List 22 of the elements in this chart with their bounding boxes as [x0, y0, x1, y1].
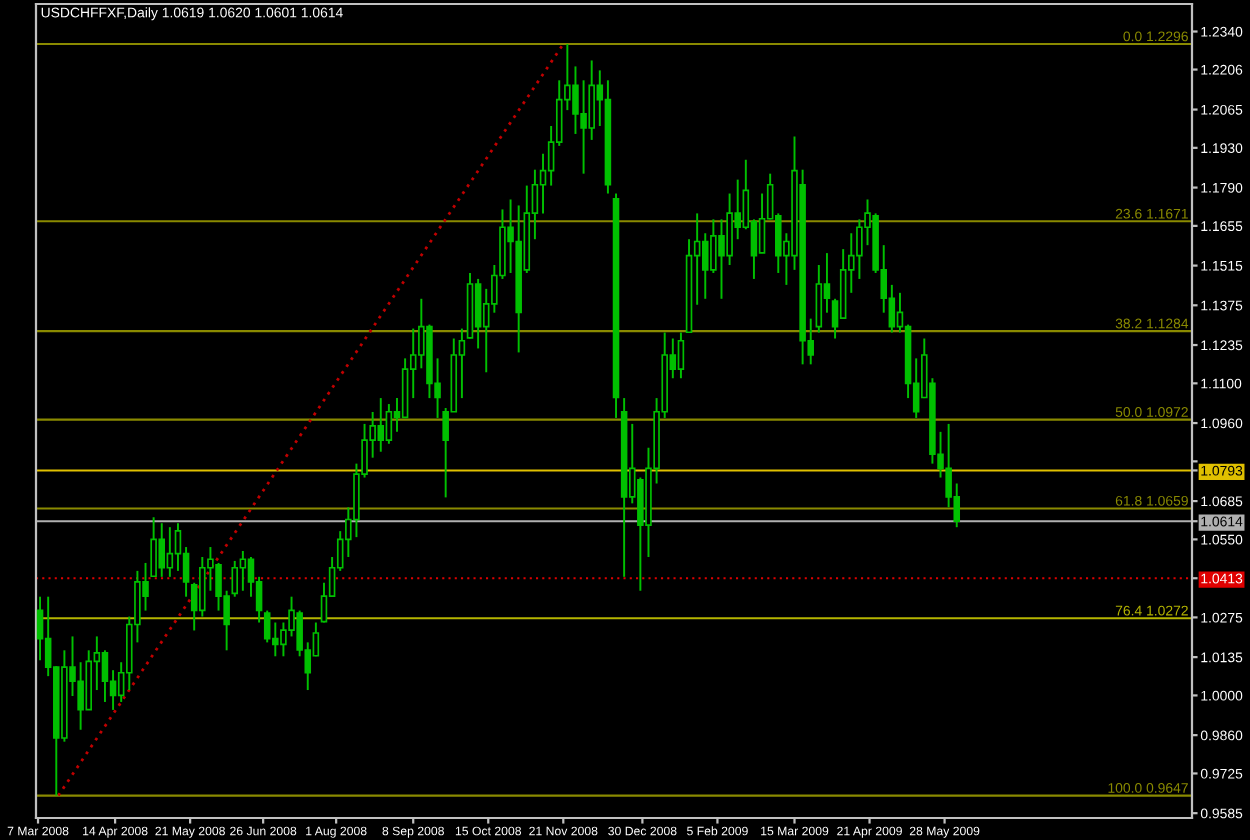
candlestick [815, 264, 823, 334]
candlestick [758, 192, 766, 255]
candlestick [856, 218, 863, 280]
candlestick [637, 476, 644, 592]
candlestick [166, 526, 174, 578]
candlestick [263, 609, 271, 644]
candlestick [36, 595, 44, 662]
candlestick [158, 522, 166, 578]
candlestick [726, 192, 733, 266]
candlestick [718, 218, 725, 300]
candlestick [572, 65, 579, 135]
candlestick [385, 403, 393, 445]
candlestick [239, 550, 247, 592]
candlestick [701, 232, 709, 300]
candlestick [377, 397, 385, 453]
candlestick [150, 516, 157, 578]
candlestick [101, 649, 109, 703]
candlestick [474, 277, 482, 350]
candlestick [677, 331, 685, 380]
candlestick [710, 218, 717, 274]
candlestick [77, 661, 84, 731]
candlestick [580, 79, 587, 175]
